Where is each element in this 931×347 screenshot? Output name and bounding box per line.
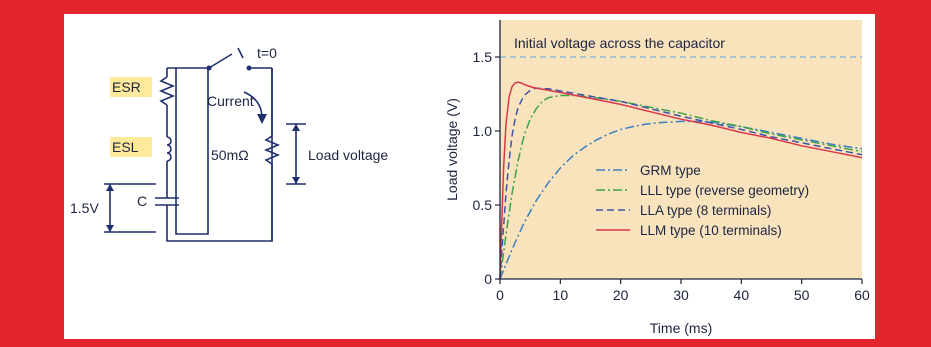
load-voltage-arrow-up [292,124,300,131]
chart: Initial voltage across the capacitor 0 10… [444,20,870,336]
plot-area [500,20,862,279]
x-tick-label: 10 [553,287,569,303]
legend-entry-1: GRM type [640,163,701,178]
esl-inductor [166,136,172,162]
circuit-diagram: ESR ESL C 1.5V t=0 Current 50mΩ Load vol… [70,45,388,242]
x-tick-label: 60 [854,287,870,303]
tick-labels-group: 0 10 20 30 40 50 60 0 0.5 1.0 1.5 [473,49,870,303]
current-arrow-head [257,114,267,124]
x-tick-label: 50 [794,287,810,303]
figure-panel: ESR ESL C 1.5V t=0 Current 50mΩ Load vol… [64,14,875,339]
source-voltage-label: 1.5V [70,200,99,216]
load-voltage-arrow-down [292,177,300,184]
legend-entry-4: LLM type (10 terminals) [640,223,782,238]
switch-arm [208,53,233,69]
x-tick-label: 0 [496,287,504,303]
capacitor-inner-box [175,68,209,235]
esr-highlight [110,77,152,97]
x-tick-label: 30 [673,287,689,303]
esl-label: ESL [112,139,139,155]
capacitor-label: C [137,193,147,209]
switch-label: t=0 [257,45,277,61]
x-tick-label: 40 [734,287,750,303]
source-voltage-bracket [104,183,156,233]
legend: GRM type LLL type (reverse geometry) LLA t… [596,163,809,238]
esl-highlight [110,137,152,157]
series-line-4 [499,81,863,280]
reference-line-group: Initial voltage across the capacitor [500,35,862,58]
load-resistance-label: 50mΩ [211,147,249,163]
source-voltage-arrow-down [106,225,114,232]
x-tick-label: 20 [613,287,629,303]
reference-line-label: Initial voltage across the capacitor [514,35,725,51]
figure-svg: ESR ESL C 1.5V t=0 Current 50mΩ Load vol… [70,20,870,336]
legend-entry-3: LLA type (8 terminals) [640,203,771,218]
esr-label: ESR [112,79,141,95]
switch-arm-tip [237,47,244,59]
load-resistor [263,135,281,165]
current-label: Current [207,93,254,109]
wire-bottom-return [166,68,273,242]
x-axis-label: Time (ms) [650,320,712,336]
load-voltage-label: Load voltage [308,147,388,163]
y-tick-label: 0 [484,271,492,287]
esr-resistor [158,76,176,106]
y-axis-label: Load voltage (V) [444,98,460,201]
series-line-2 [499,94,863,280]
legend-entry-2: LLL type (reverse geometry) [640,183,809,198]
source-voltage-arrow-up [106,184,114,191]
series-group [499,81,863,280]
y-tick-label: 0.5 [473,197,493,213]
y-tick-label: 1.0 [473,123,493,139]
load-voltage-bracket [286,123,306,185]
y-tick-label: 1.5 [473,49,493,65]
